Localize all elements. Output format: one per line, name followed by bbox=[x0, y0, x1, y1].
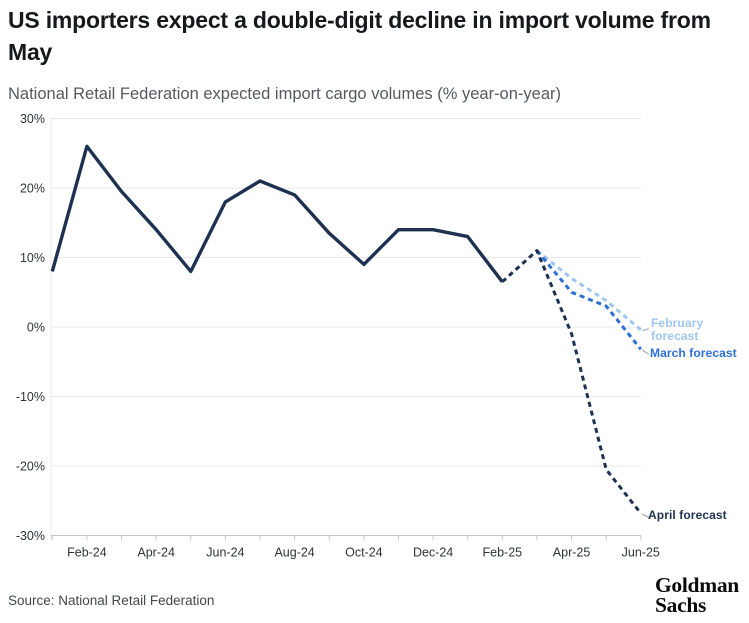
series-actual-import-cargo-volume bbox=[50, 144, 504, 283]
y-tick-label: 0% bbox=[27, 321, 45, 335]
y-tick-label: 30% bbox=[20, 112, 45, 126]
annotation-leader bbox=[641, 349, 650, 355]
x-tick-label: Feb-24 bbox=[67, 546, 107, 560]
logo-line-2: Sachs bbox=[655, 593, 707, 617]
april-forecast-label: April forecast bbox=[648, 508, 727, 522]
february-forecast-label: February forecast bbox=[651, 316, 704, 343]
series-february-forecast bbox=[535, 249, 642, 331]
x-tick-label: Apr-25 bbox=[553, 546, 591, 560]
goldman-sachs-logo: Goldman Sachs bbox=[655, 573, 749, 617]
x-tick-label: Apr-24 bbox=[137, 546, 175, 560]
x-tick-label: Aug-24 bbox=[274, 546, 314, 560]
y-tick-label: 20% bbox=[20, 182, 45, 196]
y-tick-label: -10% bbox=[16, 390, 45, 404]
march-forecast-label: March forecast bbox=[650, 346, 737, 360]
annotation-leader bbox=[642, 513, 650, 518]
logo-line-1: Goldman bbox=[655, 573, 739, 597]
chart-subtitle: National Retail Federation expected impo… bbox=[8, 85, 561, 103]
annotation-leader bbox=[642, 328, 649, 332]
series-march-forecast bbox=[535, 249, 642, 351]
x-tick-label: Feb-25 bbox=[483, 546, 523, 560]
y-tick-label: -30% bbox=[16, 529, 45, 543]
y-tick-label: 10% bbox=[20, 251, 45, 265]
x-tick-label: Jun-24 bbox=[206, 546, 244, 560]
x-tick-label: Jun-25 bbox=[622, 546, 660, 560]
x-tick-label: Oct-24 bbox=[345, 546, 383, 560]
source-note: Source: National Retail Federation bbox=[8, 593, 215, 608]
series-april-forecast bbox=[501, 249, 642, 515]
y-tick-label: -20% bbox=[16, 460, 45, 474]
x-tick-label: Dec-24 bbox=[413, 546, 453, 560]
chart-title: US importers expect a double-digit decli… bbox=[8, 7, 711, 65]
